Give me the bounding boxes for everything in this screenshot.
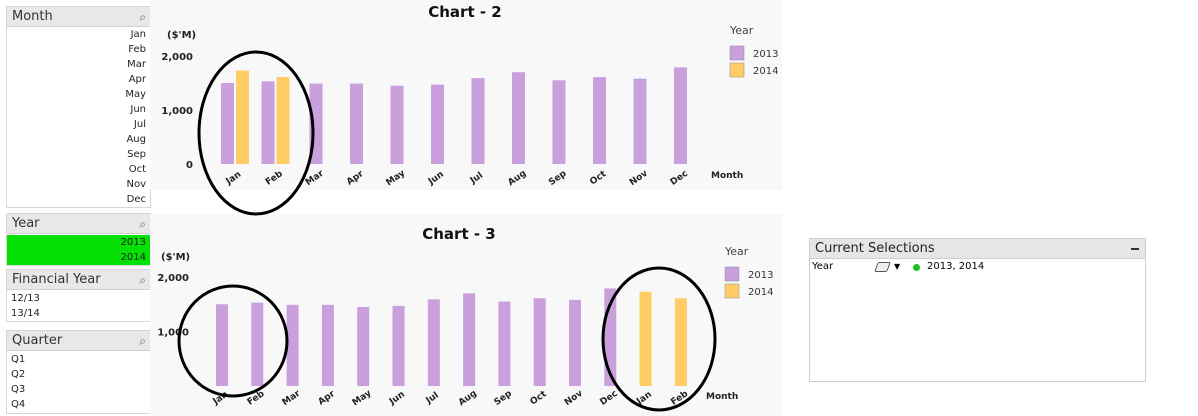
- bar-2013: [463, 293, 476, 386]
- bar-2013: [471, 78, 485, 164]
- annotation-ellipse: [197, 50, 315, 216]
- y-tick-label: 2,000: [161, 52, 193, 63]
- list-item[interactable]: Jul: [133, 119, 146, 130]
- year-listbox-header: Year ⌕: [7, 214, 150, 234]
- legend-label: 2014: [753, 66, 778, 77]
- minimize-icon[interactable]: [1131, 248, 1139, 250]
- list-item[interactable]: May: [125, 89, 146, 100]
- legend-label: 2014: [748, 287, 773, 298]
- list-item[interactable]: Q3: [11, 384, 26, 395]
- list-item[interactable]: 2013: [7, 235, 150, 250]
- bar-2013: [512, 72, 525, 164]
- current-selections-header: Current Selections: [810, 239, 1145, 259]
- bar-2013: [569, 299, 581, 386]
- chart-2-title: Chart - 2: [428, 3, 502, 21]
- bar-2014: [639, 291, 652, 386]
- y-tick-label: 2,000: [157, 273, 189, 284]
- search-icon[interactable]: ⌕: [139, 10, 146, 24]
- bar-2013: [216, 304, 228, 386]
- bar-2013: [261, 81, 275, 164]
- list-item[interactable]: Q1: [11, 354, 26, 365]
- list-item[interactable]: 2014: [7, 250, 150, 265]
- list-item[interactable]: Jun: [130, 104, 146, 115]
- current-selections-title: Current Selections: [815, 241, 935, 256]
- bar-2013: [357, 306, 370, 386]
- annotation-ellipse: [601, 266, 717, 412]
- year-listbox[interactable]: Year ⌕ 2013 2014: [6, 213, 151, 266]
- list-item[interactable]: 12/13: [11, 293, 40, 304]
- list-item[interactable]: Feb: [128, 44, 146, 55]
- y-axis-label: ($'M): [161, 252, 190, 263]
- quarter-listbox-title: Quarter: [12, 333, 63, 348]
- list-item[interactable]: Jan: [130, 29, 146, 40]
- y-tick-label: 1,000: [161, 106, 193, 117]
- selection-field: Year: [812, 261, 834, 272]
- legend-label: 2013: [748, 270, 773, 281]
- dropdown-arrow-icon[interactable]: ▼: [894, 262, 901, 271]
- bar-2013: [392, 305, 405, 386]
- chart-3-title: Chart - 3: [422, 225, 496, 243]
- list-item[interactable]: Apr: [128, 74, 146, 85]
- selection-values: 2013, 2014: [927, 261, 985, 272]
- bar-2013: [633, 78, 647, 164]
- bar-2014: [276, 77, 290, 164]
- bar-2013: [674, 67, 687, 164]
- x-axis-label: Month: [706, 392, 738, 402]
- search-icon[interactable]: ⌕: [139, 334, 146, 348]
- month-listbox-title: Month: [12, 9, 53, 24]
- y-tick-label: 0: [186, 160, 193, 171]
- y-tick-label: 1,000: [157, 328, 189, 339]
- financial-year-listbox[interactable]: Financial Year ⌕ 12/13 13/14: [6, 269, 151, 322]
- legend-swatch: [724, 266, 740, 282]
- list-item[interactable]: Aug: [126, 134, 146, 145]
- list-item[interactable]: 13/14: [11, 308, 40, 319]
- legend-swatch: [724, 283, 740, 299]
- bar-2013: [221, 83, 234, 164]
- search-icon[interactable]: ⌕: [139, 217, 146, 231]
- bar-2014: [236, 70, 249, 164]
- bar-2013: [286, 304, 299, 386]
- list-item[interactable]: Q4: [11, 399, 26, 410]
- eraser-icon[interactable]: [874, 262, 891, 272]
- current-selections-box[interactable]: Current Selections Year ▼ 2013, 2014: [809, 238, 1146, 382]
- bar-2013: [431, 84, 444, 164]
- bar-2013: [593, 77, 606, 164]
- bar-2013: [427, 299, 440, 386]
- bar-2013: [390, 85, 404, 164]
- quarter-listbox[interactable]: Quarter ⌕ Q1 Q2 Q3 Q4: [6, 330, 151, 414]
- list-item[interactable]: Oct: [128, 164, 146, 175]
- month-listbox[interactable]: Month ⌕ Jan Feb Mar Apr May Jun Jul Aug Sep Oct No…: [6, 6, 151, 208]
- annotation-ellipse: [177, 284, 289, 398]
- financial-year-listbox-header: Financial Year ⌕: [7, 270, 150, 290]
- legend-swatch: [729, 62, 745, 78]
- list-item[interactable]: Mar: [127, 59, 146, 70]
- list-item[interactable]: Q2: [11, 369, 26, 380]
- legend-title: Year: [724, 245, 749, 258]
- bar-2013: [321, 304, 334, 386]
- search-icon[interactable]: ⌕: [139, 273, 146, 287]
- bar-2013: [552, 80, 566, 164]
- x-axis-label: Month: [711, 171, 743, 181]
- bar-2014: [674, 298, 687, 386]
- list-item[interactable]: Sep: [127, 149, 146, 160]
- financial-year-listbox-title: Financial Year: [12, 272, 101, 287]
- legend-title: Year: [729, 24, 754, 37]
- bar-2013: [498, 301, 511, 386]
- bar-2013: [533, 298, 546, 386]
- year-listbox-title: Year: [12, 216, 40, 231]
- bar-2013: [350, 83, 363, 164]
- bar-2013: [251, 302, 264, 386]
- month-listbox-header: Month ⌕: [7, 7, 150, 27]
- legend-swatch: [729, 45, 745, 61]
- list-item[interactable]: Nov: [126, 179, 146, 190]
- quarter-listbox-header: Quarter ⌕: [7, 331, 150, 351]
- y-axis-label: ($'M): [167, 30, 196, 41]
- selection-status-dot-icon: [913, 264, 920, 271]
- legend-label: 2013: [753, 49, 778, 60]
- list-item[interactable]: Dec: [126, 194, 146, 205]
